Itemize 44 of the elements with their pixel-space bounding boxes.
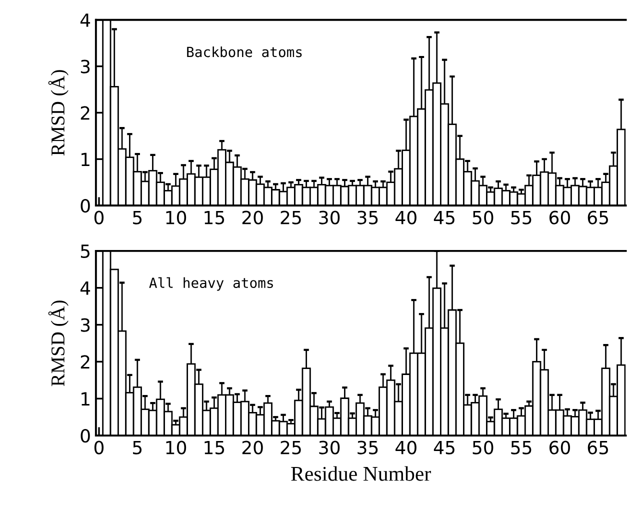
y-tick-label: 4 [80, 14, 90, 27]
x-tick-label: 25 [280, 440, 301, 454]
x-tick-label: 10 [166, 440, 186, 454]
x-tick-label: 5 [133, 440, 142, 454]
x-tick-label: 35 [358, 440, 378, 454]
x-tick-label: 35 [358, 210, 378, 224]
x-tick-label: 30 [319, 210, 340, 224]
x-tick-label: 55 [511, 440, 532, 454]
x-tick-label: 65 [588, 210, 608, 224]
x-tick-label: 45 [434, 440, 454, 454]
y-tick-label: 2 [80, 355, 90, 369]
y-tick-label: 5 [80, 244, 90, 258]
x-tick-label: 65 [588, 440, 608, 454]
x-tick-label: 50 [472, 440, 494, 454]
x-tick-label: 50 [472, 210, 494, 224]
x-tick-label: 40 [396, 210, 416, 224]
y-tick-label: 1 [82, 392, 90, 406]
x-tick-label: 55 [511, 210, 532, 224]
x-tick-label: 40 [396, 440, 416, 454]
y-tick-label: 3 [80, 318, 90, 332]
x-tick-label: 60 [549, 210, 570, 224]
annotation: Backbone atoms [187, 46, 302, 58]
x-axis-title: Residue Number [291, 466, 431, 481]
x-tick-label: 10 [166, 210, 186, 224]
x-tick-label: 30 [319, 440, 340, 454]
y-axis-title: RMSD (Å) [48, 300, 68, 386]
y-axis-title: RMSD (Å) [48, 70, 68, 156]
y-tick-label: 3 [80, 60, 90, 74]
y-tick-label: 2 [80, 106, 90, 120]
y-tick-label: 0 [80, 429, 90, 443]
annotation: All heavy atoms [149, 277, 273, 291]
x-tick-label: 20 [242, 440, 263, 454]
y-tick-label: 0 [80, 198, 90, 213]
x-tick-label: 15 [204, 440, 224, 454]
x-tick-label: 45 [434, 210, 454, 224]
x-tick-label: 5 [133, 210, 142, 224]
y-tick-label: 1 [82, 152, 90, 166]
x-tick-label: 15 [204, 210, 224, 224]
y-tick-label: 4 [80, 282, 90, 295]
x-tick-label: 25 [280, 210, 301, 224]
x-tick-label: 60 [549, 440, 570, 454]
x-tick-label: 0 [94, 440, 104, 454]
x-tick-label: 20 [242, 210, 263, 224]
x-tick-label: 0 [94, 210, 104, 224]
